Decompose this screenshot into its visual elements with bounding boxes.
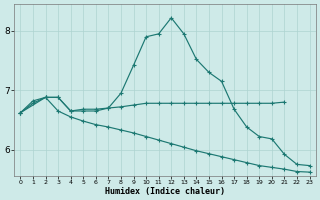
X-axis label: Humidex (Indice chaleur): Humidex (Indice chaleur) [105,187,225,196]
